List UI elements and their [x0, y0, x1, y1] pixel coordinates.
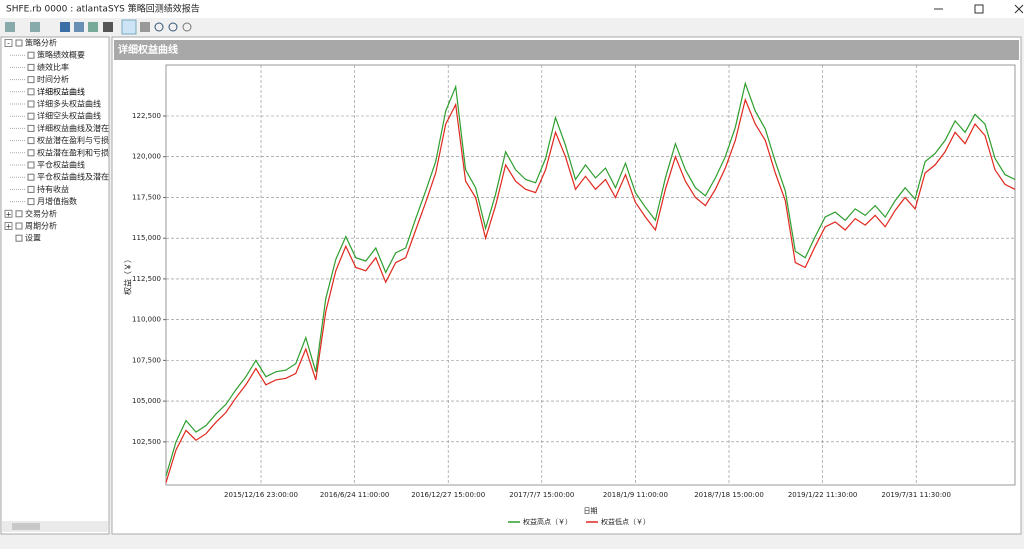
- tree-node[interactable]: 策略绩效概要: [37, 50, 85, 60]
- save-btn[interactable]: [60, 22, 70, 32]
- title-bar: [0, 0, 1024, 18]
- y-tick-label: 107,500: [132, 356, 161, 364]
- node-icon: [27, 88, 35, 96]
- node-icon: [27, 76, 35, 84]
- chart: 102,500 105,000 107,500 110,000 112,500 115,0…: [123, 64, 1016, 526]
- toolbar: [5, 19, 192, 35]
- x-tick-label: 2019/1/22 11:30:00: [788, 491, 858, 499]
- tree-panel: [0, 36, 110, 535]
- tree-node[interactable]: 交易分析: [25, 208, 57, 218]
- window-title: SHFE.rb 0000 : atlantaSYS 策略回测绩效报告: [6, 3, 200, 15]
- y-axis-label: 权益（￥）: [123, 255, 133, 295]
- expander[interactable]: [4, 209, 13, 218]
- x-tick-label: 2016/6/24 11:00:00: [320, 491, 390, 499]
- x-tick-label: 2018/7/18 15:00:00: [694, 491, 764, 499]
- pointer-btn[interactable]: [121, 19, 137, 35]
- scroll-thumb[interactable]: [12, 523, 40, 530]
- x-tick-label: 2017/7/7 15:00:00: [509, 491, 574, 499]
- node-icon: [27, 112, 35, 120]
- node-icon: [15, 222, 23, 230]
- tree-node[interactable]: 详细空头权益曲线: [37, 111, 101, 121]
- panel-title: 详细权益曲线: [118, 43, 178, 56]
- node-icon: [27, 149, 35, 157]
- node-icon: [15, 39, 23, 47]
- y-tick-label: 102,500: [132, 438, 161, 446]
- node-icon: [27, 173, 35, 181]
- tree-node[interactable]: 时间分析: [37, 74, 69, 84]
- tree: - 策略分析策略绩效概要绩效比率时间分析详细权益曲线详细多头权益曲线详细空头权益曲…: [4, 38, 109, 243]
- y-tick-label: 115,000: [132, 234, 161, 242]
- expander[interactable]: [4, 39, 13, 47]
- reset-btn[interactable]: [182, 22, 192, 32]
- panel-header: [114, 40, 1019, 60]
- x-axis-label: 日期: [584, 507, 598, 515]
- node-icon: [27, 198, 35, 206]
- maximize-btn[interactable]: [974, 4, 984, 14]
- expander-sign: +: [6, 223, 12, 231]
- y-tick-label: 120,000: [132, 153, 161, 161]
- x-tick-label: 2016/12/27 15:00:00: [411, 491, 485, 499]
- tree-node[interactable]: 权益潜在盈利和亏损: [37, 147, 109, 157]
- series-line: [165, 81, 1016, 477]
- tree-node[interactable]: 详细权益曲线: [37, 86, 85, 96]
- preview-btn[interactable]: [88, 22, 98, 32]
- x-tick-label: 2019/7/31 11:30:00: [881, 491, 951, 499]
- node-icon: [27, 137, 35, 145]
- node-icon: [27, 63, 35, 71]
- y-tick-label: 110,000: [132, 316, 161, 324]
- node-icon: [27, 100, 35, 108]
- y-tick-label: 112,500: [132, 275, 161, 283]
- series-line: [165, 97, 1016, 483]
- pan-btn[interactable]: [140, 22, 150, 32]
- tree-node[interactable]: 策略分析: [25, 38, 57, 48]
- tree-node[interactable]: 权益潜在盈利与亏损: [37, 135, 109, 145]
- tree-node[interactable]: 详细多头权益曲线: [37, 99, 101, 109]
- zoom-out-btn[interactable]: [168, 22, 178, 32]
- tree-node[interactable]: 平仓权益曲线: [37, 160, 85, 170]
- tree-node[interactable]: 持有收益: [37, 184, 69, 194]
- back-btn[interactable]: [5, 22, 15, 32]
- zoom-in-btn[interactable]: [154, 22, 164, 32]
- tree-node[interactable]: 详细权益曲线及潜在: [37, 123, 109, 133]
- node-icon: [27, 124, 35, 132]
- node-icon: [15, 234, 23, 242]
- legend-label: 权益高点（￥）: [523, 517, 572, 526]
- tree-node[interactable]: 绩效比率: [37, 62, 69, 72]
- node-icon: [27, 51, 35, 59]
- y-tick-label: 105,000: [132, 397, 161, 405]
- print-btn[interactable]: [74, 22, 84, 32]
- expander-sign: -: [7, 40, 10, 48]
- report-btn[interactable]: [103, 22, 113, 32]
- node-icon: [27, 161, 35, 169]
- tree-node[interactable]: 周期分析: [25, 221, 57, 231]
- node-icon: [27, 185, 35, 193]
- expander[interactable]: [4, 222, 13, 230]
- tree-node[interactable]: 平仓权益曲线及潜在: [37, 172, 109, 182]
- tree-node[interactable]: 月增值指数: [37, 196, 77, 206]
- tree-node[interactable]: 设置: [25, 233, 41, 243]
- plot-area: [165, 64, 1016, 486]
- close-btn[interactable]: [1014, 4, 1024, 14]
- x-tick-label: 2018/1/9 11:00:00: [603, 491, 668, 499]
- legend-label: 权益低点（￥）: [601, 517, 650, 526]
- node-icon: [15, 210, 23, 218]
- status-bar: [0, 536, 1024, 549]
- tree-scrollbar[interactable]: [2, 521, 108, 532]
- forward-btn[interactable]: [30, 22, 40, 32]
- expander-sign: +: [6, 210, 12, 218]
- y-tick-label: 117,500: [132, 193, 161, 201]
- y-tick-label: 122,500: [132, 112, 161, 120]
- x-tick-label: 2015/12/16 23:00:00: [224, 491, 298, 499]
